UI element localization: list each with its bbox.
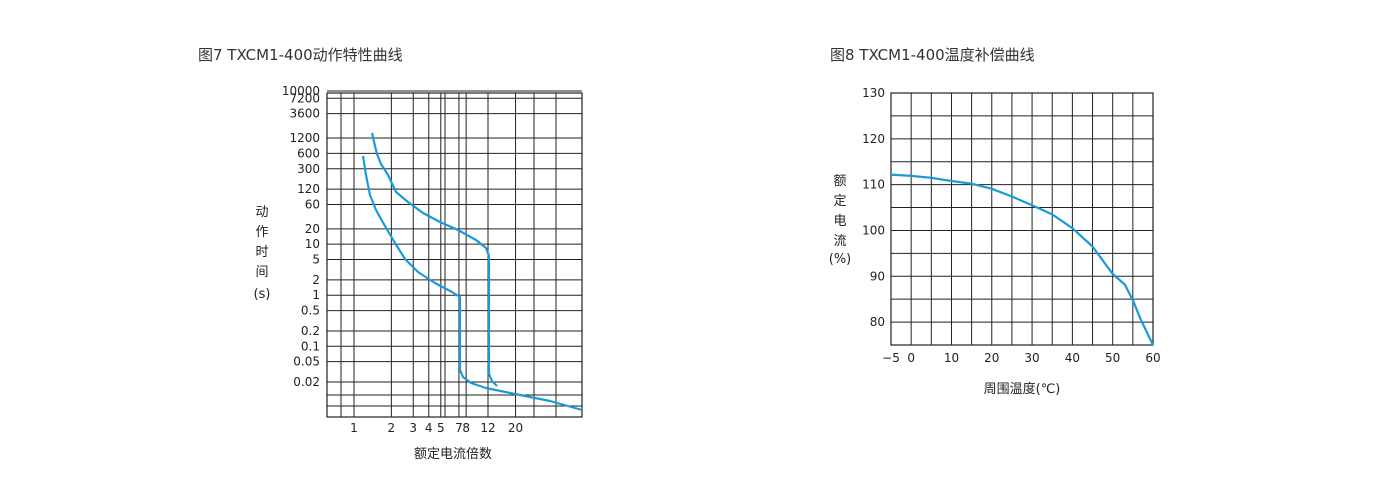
y-tick-label: 110 xyxy=(862,178,885,192)
y-tick-label: 1 xyxy=(312,288,320,302)
chart2-title: 图8 TXCM1-400温度补偿曲线 xyxy=(830,46,1035,64)
x-tick-label: 3 xyxy=(409,421,417,435)
x-tick-label: 8 xyxy=(462,421,470,435)
y-tick-label: 2 xyxy=(312,273,320,287)
x-tick-label: 1 xyxy=(350,421,358,435)
x-tick-label: 7 xyxy=(455,421,463,435)
y-tick-label: 5 xyxy=(312,253,320,267)
y-tick-label: 80 xyxy=(870,315,885,329)
y-axis-label: 流 xyxy=(833,234,846,249)
x-tick-label: 20 xyxy=(508,421,523,435)
y-axis-label: (s) xyxy=(254,287,271,302)
x-tick-label: 10 xyxy=(944,351,959,365)
y-axis-label: 额 xyxy=(833,174,846,189)
series-line-lower-boundary xyxy=(361,155,583,412)
y-tick-label: 300 xyxy=(297,162,320,176)
y-axis-label: 定 xyxy=(833,194,846,209)
y-tick-label: 7200 xyxy=(289,91,320,105)
x-tick-label: 4 xyxy=(425,421,433,435)
y-tick-label: 3600 xyxy=(289,107,320,121)
x-tick-label: 20 xyxy=(984,351,999,365)
x-tick-label: 5 xyxy=(437,421,445,435)
x-tick-label: −5 xyxy=(882,351,900,365)
y-tick-label: 10 xyxy=(305,237,320,251)
y-tick-label: 90 xyxy=(870,269,885,283)
y-tick-label: 0.2 xyxy=(301,324,320,338)
y-tick-label: 130 xyxy=(862,86,885,100)
x-tick-label: 30 xyxy=(1024,351,1039,365)
y-axis-label: 作 xyxy=(255,225,268,240)
y-tick-label: 0.5 xyxy=(301,304,320,318)
series-line-rated-current xyxy=(890,173,1154,346)
series-line-upper-boundary xyxy=(370,132,498,387)
y-axis-label: (%) xyxy=(829,252,852,267)
y-tick-label: 10000 xyxy=(282,84,320,98)
x-tick-label: 2 xyxy=(388,421,396,435)
x-tick-label: 40 xyxy=(1065,351,1080,365)
y-tick-label: 20 xyxy=(305,222,320,236)
x-tick-label: 12 xyxy=(480,421,495,435)
x-tick-label: 0 xyxy=(907,351,915,365)
y-tick-label: 100 xyxy=(862,223,885,237)
x-tick-label: 60 xyxy=(1145,351,1160,365)
plot-frame xyxy=(326,92,583,418)
y-tick-label: 600 xyxy=(297,146,320,160)
y-tick-label: 60 xyxy=(305,197,320,211)
chart1-title: 图7 TXCM1-400动作特性曲线 xyxy=(198,46,403,64)
y-tick-label: 0.02 xyxy=(293,375,320,389)
plot-frame xyxy=(890,92,1154,346)
x-axis-label: 周围温度(℃) xyxy=(984,381,1061,397)
y-axis-label: 间 xyxy=(255,265,268,280)
y-axis-label: 时 xyxy=(255,245,268,260)
y-tick-label: 120 xyxy=(862,132,885,146)
y-axis-label: 电 xyxy=(833,214,846,229)
y-tick-label: 0.1 xyxy=(301,339,320,353)
y-tick-label: 0.05 xyxy=(293,355,320,369)
x-axis-label: 额定电流倍数 xyxy=(414,447,492,462)
y-axis-label: 动 xyxy=(255,205,268,220)
y-tick-label: 120 xyxy=(297,182,320,196)
y-tick-label: 1200 xyxy=(289,131,320,145)
x-tick-label: 50 xyxy=(1105,351,1120,365)
